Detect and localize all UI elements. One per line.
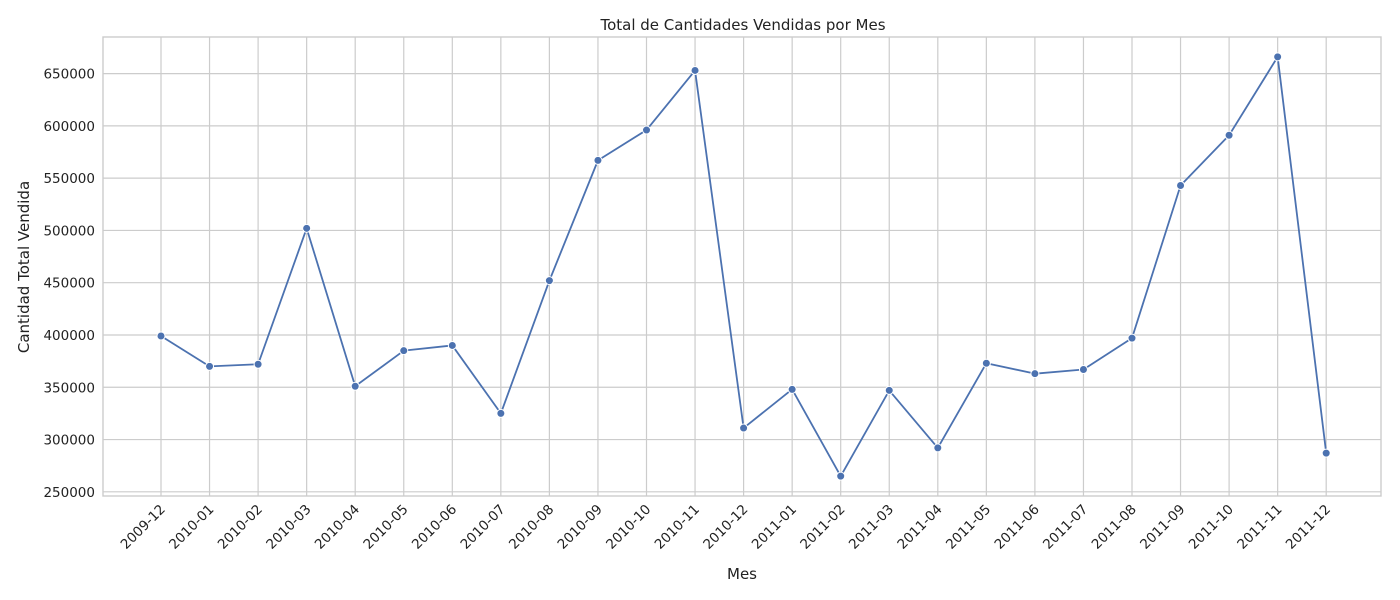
x-tick-label: 2011-05	[943, 502, 994, 553]
data-point	[156, 331, 166, 341]
x-tick-label: 2010-11	[652, 502, 703, 553]
data-point	[690, 65, 700, 75]
data-point	[1127, 333, 1137, 343]
x-tick-label: 2011-07	[1040, 502, 1091, 553]
data-point	[1078, 364, 1088, 374]
x-tick-label: 2009-12	[118, 502, 169, 553]
x-axis-ticks: 2009-122010-012010-022010-032010-042010-…	[118, 502, 1334, 553]
data-point	[205, 361, 215, 371]
data-point	[447, 340, 457, 350]
grid	[103, 37, 1381, 496]
data-point	[253, 359, 263, 369]
x-tick-label: 2010-02	[215, 502, 266, 553]
data-point	[496, 408, 506, 418]
chart-title: Total de Cantidades Vendidas por Mes	[599, 16, 885, 34]
y-tick-label: 450000	[43, 276, 95, 292]
data-point	[642, 125, 651, 135]
x-tick-label: 2010-06	[409, 502, 460, 553]
data-point	[350, 381, 360, 391]
y-axis-ticks: 250000 300000 350000 400000 450000 500000 5500…	[43, 67, 95, 501]
x-tick-label: 2010-04	[312, 502, 363, 553]
x-tick-label: 2011-12	[1283, 502, 1334, 553]
x-tick-label: 2010-12	[700, 502, 751, 553]
data-point	[302, 223, 312, 233]
data-point	[981, 358, 991, 368]
data-point	[836, 471, 846, 481]
data-point	[787, 384, 797, 394]
data-point	[399, 346, 409, 356]
x-tick-label: 2010-07	[457, 502, 508, 553]
y-tick-label: 300000	[43, 433, 95, 449]
data-point	[1273, 52, 1283, 62]
data-point	[544, 276, 554, 286]
data-point	[593, 155, 603, 165]
y-axis-label: Cantidad Total Vendida	[15, 181, 33, 353]
data-point	[739, 423, 749, 433]
x-tick-label: 2011-01	[749, 502, 800, 553]
data-point	[1224, 130, 1234, 140]
x-tick-label: 2011-08	[1089, 502, 1140, 553]
x-tick-label: 2011-11	[1234, 502, 1285, 553]
x-axis-label: Mes	[727, 565, 757, 583]
data-point	[884, 385, 894, 395]
y-tick-label: 400000	[43, 328, 95, 344]
data-point	[1176, 180, 1186, 190]
y-tick-label: 550000	[43, 171, 95, 187]
y-tick-label: 250000	[43, 485, 95, 501]
x-tick-label: 2010-09	[555, 502, 606, 553]
plot-area	[102, 36, 1382, 497]
y-tick-label: 600000	[43, 119, 95, 135]
x-tick-label: 2010-10	[603, 502, 654, 553]
series-layer	[156, 52, 1331, 481]
x-tick-label: 2011-04	[894, 502, 945, 553]
x-tick-label: 2011-10	[1186, 502, 1237, 553]
x-tick-label: 2011-02	[797, 502, 848, 553]
data-point	[1030, 369, 1040, 379]
x-tick-label: 2010-05	[360, 502, 411, 553]
data-point	[1321, 448, 1331, 458]
data-point	[933, 443, 943, 453]
y-tick-label: 350000	[43, 380, 95, 396]
x-tick-label: 2011-09	[1137, 502, 1188, 553]
x-tick-label: 2011-03	[846, 502, 897, 553]
x-tick-label: 2010-03	[263, 502, 314, 553]
y-tick-label: 500000	[43, 223, 95, 239]
x-tick-label: 2011-06	[992, 502, 1043, 553]
x-tick-label: 2010-01	[166, 502, 217, 553]
y-tick-label: 650000	[43, 67, 95, 83]
x-tick-label: 2010-08	[506, 502, 557, 553]
